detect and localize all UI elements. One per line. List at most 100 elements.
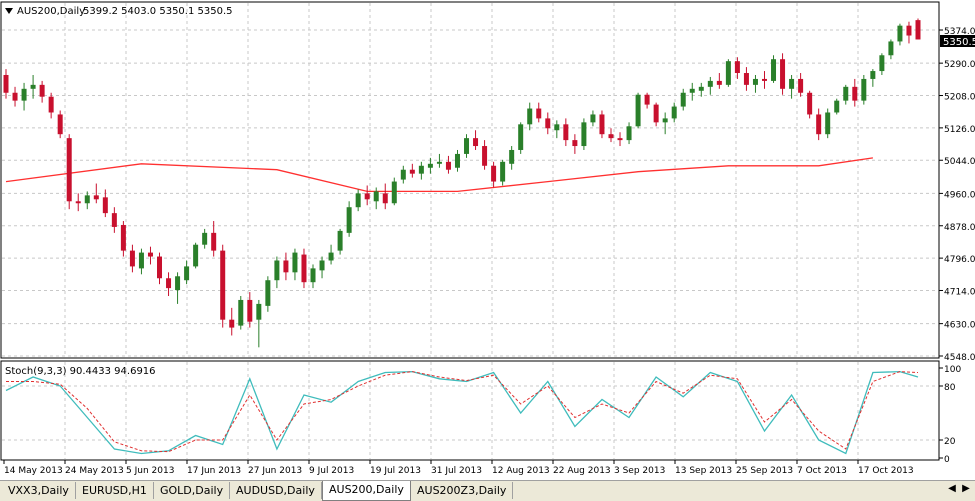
candle [716, 73, 722, 89]
candle [527, 102, 533, 131]
candle-body [247, 299, 253, 322]
time-tick-label: 24 May 2013 [65, 466, 124, 476]
candle [798, 73, 804, 97]
time-tick-label: 5 Jun 2013 [126, 466, 174, 476]
candle-body [500, 161, 506, 182]
time-tick-label: 22 Aug 2013 [553, 466, 611, 476]
stoch-indicator-label: Stoch(9,3,3) 90.4433 94.6916 [5, 366, 156, 377]
candle-body [734, 61, 740, 74]
candle [57, 110, 63, 139]
candle [707, 76, 713, 95]
candle [518, 122, 524, 154]
candle-body [436, 161, 442, 164]
price-tick-label: 4878.0 [944, 223, 975, 233]
candle-body [283, 260, 289, 273]
candle [157, 252, 163, 285]
candle-body [238, 299, 244, 326]
candle-body [698, 86, 704, 91]
candle-body [464, 138, 470, 154]
triangle-down-icon[interactable] [5, 8, 13, 14]
scroll-left-icon[interactable]: ◀ [948, 483, 956, 494]
candle [328, 244, 334, 265]
candle [427, 157, 433, 174]
tab-vxx3-daily[interactable]: VXX3,Daily [2, 482, 76, 499]
candle [337, 228, 343, 255]
candle-body [554, 124, 560, 131]
candle [680, 88, 686, 111]
candle-body [716, 80, 722, 85]
candle [129, 244, 135, 273]
candle [752, 74, 758, 93]
candle [473, 130, 479, 150]
candle [265, 276, 271, 312]
candle-body [771, 59, 777, 81]
candle-body [852, 86, 858, 101]
candle-body [301, 254, 307, 283]
candle-body [3, 74, 9, 93]
tab-gold-daily[interactable]: GOLD,Daily [154, 482, 231, 499]
price-tick-label: 5290.0 [944, 60, 975, 70]
moving-average-line [5, 157, 873, 193]
candle-body [409, 169, 415, 174]
candle-body [418, 165, 424, 174]
candle-body [563, 124, 569, 141]
candle [319, 256, 325, 279]
candle-body [229, 319, 235, 328]
price-tick-label: 5208.0 [944, 93, 975, 103]
candle-body [391, 181, 397, 204]
price-tick-label: 4630.0 [944, 321, 975, 331]
candle [48, 92, 54, 119]
candle [644, 92, 650, 109]
candle-body [355, 193, 361, 208]
candle [220, 244, 226, 328]
candle-body [75, 201, 81, 204]
candle [545, 112, 551, 135]
stoch-tick-label: 20 [944, 437, 956, 447]
candle [780, 53, 786, 95]
candle [662, 112, 668, 135]
scroll-right-icon[interactable]: ▶ [962, 483, 970, 494]
candle [147, 246, 153, 265]
candle-body [879, 55, 885, 72]
candle-body [825, 112, 831, 135]
candle [436, 153, 442, 168]
candle [184, 260, 190, 285]
candle [445, 155, 451, 174]
candle [418, 161, 424, 180]
candle-body [193, 244, 199, 267]
candle-body [644, 94, 650, 105]
candle [554, 120, 560, 139]
candle [626, 122, 632, 145]
price-tick-label: 4714.0 [944, 287, 975, 297]
candle [725, 59, 731, 87]
candle-body [626, 126, 632, 141]
candle-body [671, 106, 677, 119]
chart-window[interactable]: 5374.0 5290.0 5208.0 5126.0 5044.0 4960.0 4878… [0, 0, 975, 480]
time-tick-label: 17 Jun 2013 [187, 466, 241, 476]
candle [84, 191, 90, 210]
tab-aus200z3-daily[interactable]: AUS200Z3,Daily [411, 482, 514, 499]
tab-aus200-daily[interactable]: AUS200,Daily [322, 481, 411, 501]
price-chart[interactable]: 5374.0 5290.0 5208.0 5126.0 5044.0 4960.0 4878… [0, 0, 975, 480]
candle [789, 74, 795, 99]
stoch-tick-label: 80 [944, 383, 956, 393]
candle-body [518, 124, 524, 150]
tab-eurusd-h1[interactable]: EURUSD,H1 [76, 482, 154, 499]
time-tick-label: 31 Jul 2013 [431, 466, 482, 476]
candle [590, 110, 596, 127]
time-tick-label: 12 Aug 2013 [492, 466, 550, 476]
candle-body [761, 78, 767, 81]
candle [852, 78, 858, 107]
candle-body [310, 268, 316, 283]
candle-body [581, 122, 587, 147]
candle-body [220, 250, 226, 320]
candle [906, 21, 912, 44]
tab-audusd-daily[interactable]: AUDUSD,Daily [230, 482, 322, 499]
candle [175, 272, 181, 304]
time-tick-label: 25 Sep 2013 [736, 466, 793, 476]
candle-body [138, 252, 144, 269]
candle [888, 39, 894, 60]
candle-body [662, 118, 668, 123]
candle-body [166, 278, 172, 289]
candle [581, 118, 587, 150]
